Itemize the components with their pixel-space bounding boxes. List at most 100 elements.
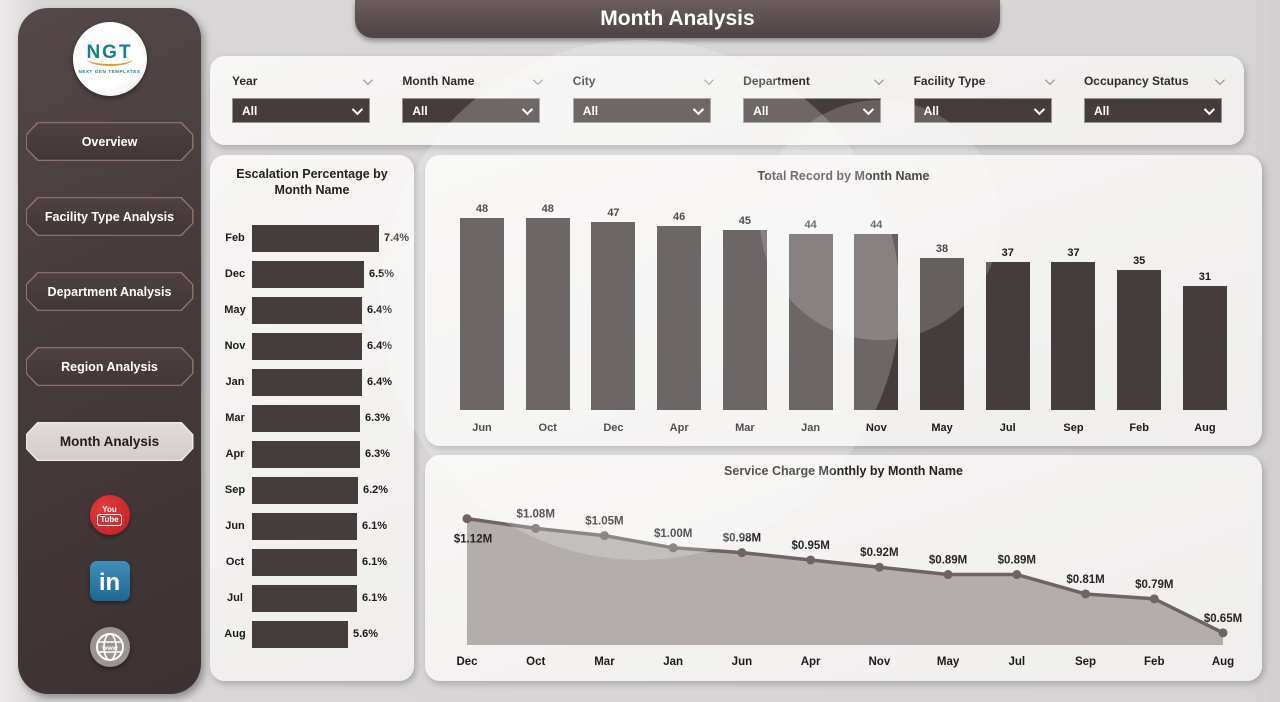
category-label: Oct [225, 556, 245, 568]
chevron-down-icon[interactable] [1214, 74, 1225, 85]
value-label: 5.6% [353, 628, 379, 640]
bar[interactable] [252, 368, 362, 396]
data-point-feb[interactable] [1149, 594, 1159, 604]
bar[interactable] [252, 476, 358, 504]
data-point-dec[interactable] [462, 514, 472, 524]
linkedin-icon[interactable]: in [89, 561, 130, 601]
record-column-mar: 45 [722, 215, 768, 410]
value-label: 45 [738, 215, 751, 227]
value-label: $0.79M [1135, 579, 1173, 591]
bar[interactable] [525, 218, 570, 410]
category-label: Apr [225, 448, 245, 460]
bar[interactable] [252, 224, 379, 252]
chevron-down-icon[interactable] [362, 74, 373, 85]
x-axis-label: Feb [1144, 656, 1164, 668]
data-point-oct[interactable] [531, 523, 541, 533]
bar[interactable] [1182, 286, 1227, 410]
data-point-nov[interactable] [874, 562, 884, 572]
chevron-down-icon[interactable] [533, 74, 544, 85]
sidebar-item-label: Region Analysis [26, 348, 193, 385]
bar[interactable] [788, 234, 833, 410]
sidebar-item-label: Overview [26, 123, 193, 160]
filter-year: Year All [232, 72, 373, 145]
value-label: 44 [804, 219, 817, 231]
chevron-down-icon[interactable] [703, 74, 714, 85]
data-point-jan[interactable] [668, 543, 678, 553]
x-axis-label: Aug [1212, 656, 1234, 668]
bar[interactable] [657, 226, 702, 410]
value-label: 6.3% [365, 448, 391, 460]
bar[interactable] [1051, 262, 1096, 410]
category-label: Jan [225, 376, 245, 388]
bar[interactable] [460, 218, 504, 410]
bar[interactable] [985, 262, 1030, 410]
data-point-may[interactable] [943, 570, 953, 580]
category-label: Mar [225, 412, 245, 424]
bar[interactable] [854, 234, 899, 410]
x-axis-label: Sep [1075, 656, 1096, 668]
sidebar: NGT NEXT GEN TEMPLATES Overview Facility … [18, 8, 201, 694]
sidebar-item-region-analysis[interactable]: Region Analysis [25, 347, 194, 386]
escalation-bar-row-oct: Oct 6.1% [210, 544, 414, 580]
chevron-down-icon [522, 103, 534, 115]
chevron-down-icon [351, 103, 364, 115]
data-point-mar[interactable] [599, 531, 609, 541]
filter-label: Year [232, 74, 258, 88]
total-record-chart-panel: Total Record by Month Name 48 48 47 46 45 44 4… [425, 155, 1262, 446]
record-column-oct: 48 [525, 203, 571, 410]
sidebar-item-department-analysis[interactable]: Department Analysis [25, 272, 194, 311]
filter-dropdown-occupancy-status[interactable]: All [1083, 98, 1222, 123]
bar[interactable] [252, 512, 357, 540]
escalation-bar-row-feb: Feb 7.4% [210, 220, 414, 256]
escalation-bar-row-aug: Aug 5.6% [210, 616, 414, 652]
filter-dropdown-year[interactable]: All [232, 98, 370, 123]
x-axis-label: Oct [538, 422, 557, 434]
sidebar-item-overview[interactable]: Overview [25, 122, 194, 161]
filter-selected-value: All [412, 103, 428, 118]
bar[interactable] [920, 258, 965, 410]
bar[interactable] [1117, 270, 1162, 410]
x-axis-label: Dec [456, 656, 478, 668]
svg-text:www: www [101, 645, 118, 652]
filter-label: Department [743, 74, 810, 88]
youtube-icon[interactable]: You Tube [89, 495, 130, 535]
filter-dropdown-department[interactable]: All [743, 98, 882, 123]
value-label: 48 [475, 203, 489, 215]
data-point-apr[interactable] [806, 555, 816, 565]
data-point-jun[interactable] [737, 548, 747, 558]
website-globe-icon[interactable]: www [89, 627, 130, 667]
filter-dropdown-facility-type[interactable]: All [913, 98, 1052, 123]
filter-dropdown-month-name[interactable]: All [402, 98, 541, 123]
data-point-sep[interactable] [1081, 589, 1091, 599]
bar[interactable] [591, 222, 636, 410]
chevron-down-icon[interactable] [874, 74, 885, 85]
x-axis-label: Aug [1194, 422, 1216, 434]
filter-label: City [572, 74, 596, 88]
bar[interactable] [252, 584, 357, 612]
x-axis-label: Apr [801, 656, 821, 668]
total-record-x-axis: Jun Oct Dec Apr Mar Jan Nov May Jul Sep Feb Aug [459, 422, 1228, 434]
bar[interactable] [252, 620, 348, 648]
data-point-jul[interactable] [1012, 570, 1022, 580]
bar[interactable] [252, 548, 357, 576]
chevron-down-icon[interactable] [1044, 74, 1055, 85]
filter-dropdown-city[interactable]: All [572, 98, 711, 123]
data-point-aug[interactable] [1218, 628, 1228, 638]
filter-selected-value: All [242, 103, 258, 118]
escalation-chart-panel: Escalation Percentage by Month Name Feb 7… [210, 155, 414, 681]
bar[interactable] [252, 440, 360, 468]
sidebar-item-month-analysis[interactable]: Month Analysis [25, 422, 194, 461]
value-label: 6.4% [367, 376, 393, 388]
value-label: $1.08M [517, 508, 555, 520]
bar[interactable] [252, 260, 364, 288]
bar[interactable] [252, 332, 362, 360]
bar[interactable] [252, 296, 362, 324]
filter-occupancy-status: Occupancy Status All [1083, 72, 1225, 145]
filter-label: Occupancy Status [1083, 74, 1189, 88]
value-label: 46 [673, 211, 686, 223]
bar[interactable] [252, 404, 360, 432]
sidebar-item-label: Department Analysis [26, 273, 193, 310]
sidebar-item-facility-type-analysis[interactable]: Facility Type Analysis [25, 197, 194, 236]
bar[interactable] [722, 230, 767, 410]
page-title: Month Analysis [600, 7, 755, 30]
